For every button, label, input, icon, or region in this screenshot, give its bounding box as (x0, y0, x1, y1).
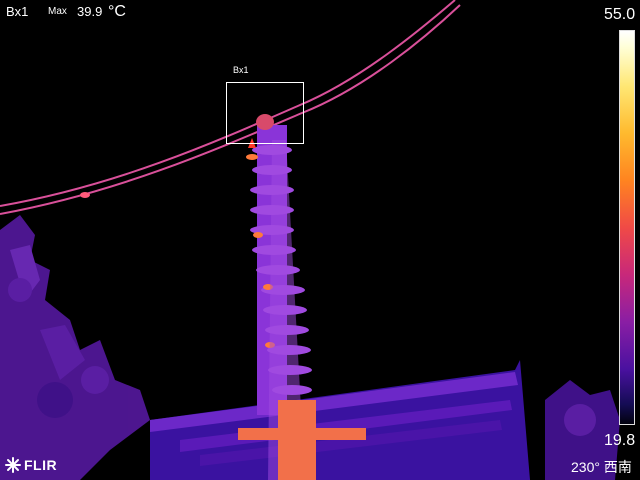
max-label: Max (48, 6, 67, 17)
flir-logo-icon (5, 457, 21, 473)
compass-heading: 230° 西南 (571, 457, 632, 477)
scale-max-value: 55.0 (604, 6, 635, 24)
flir-logo: FLIR (5, 457, 57, 473)
temperature-color-bar (619, 30, 635, 425)
temperature-unit: °C (108, 3, 126, 21)
flir-logo-text: FLIR (24, 457, 57, 473)
max-temperature-value: 39.9 (77, 4, 102, 19)
scale-min-value: 19.8 (604, 432, 635, 450)
measurement-box[interactable] (226, 82, 304, 144)
measurement-label: Bx1 (6, 4, 28, 19)
measurement-box-tag: Bx1 (233, 65, 249, 75)
